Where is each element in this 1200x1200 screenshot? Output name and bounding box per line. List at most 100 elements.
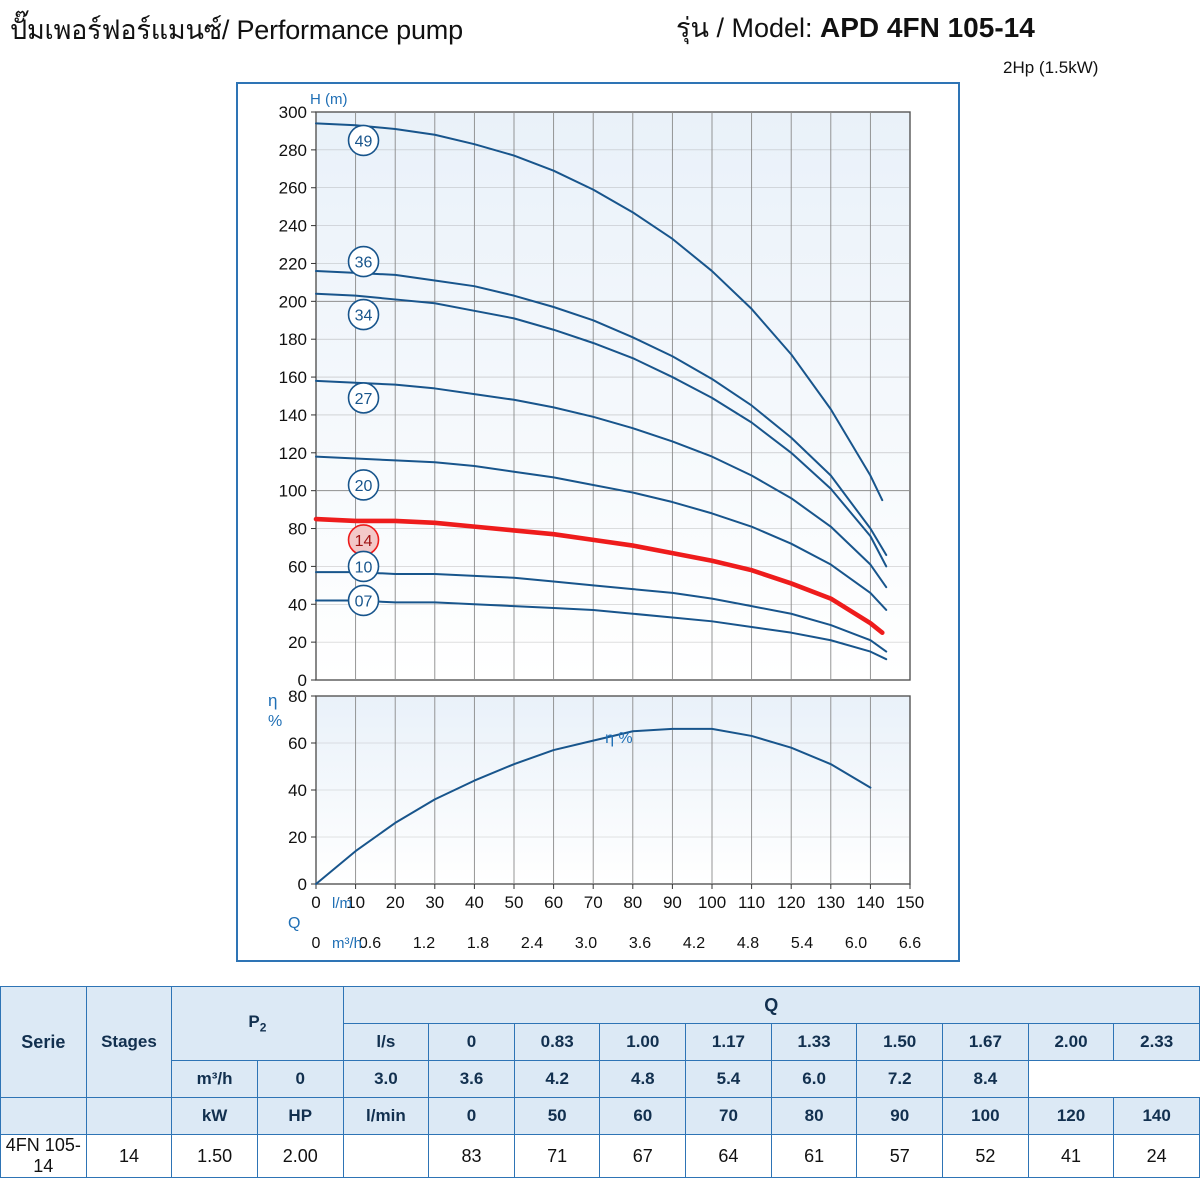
cell-serie: 4FN 105-14 [0, 1134, 87, 1178]
cell-m3h-1: 3.0 [342, 1060, 430, 1098]
x-tick-lm: 0 [311, 893, 320, 912]
curve-label-bubble-20 [347, 469, 380, 501]
x-tick-m3h: 1.2 [413, 935, 435, 952]
y-tick-head: 220 [279, 254, 307, 273]
cell-m3h-8: 8.4 [942, 1060, 1029, 1098]
chart-svg: 0204060801001201401601802002202402602803… [268, 91, 924, 952]
cell-ls-8: 2.33 [1113, 1023, 1200, 1061]
x-tick-lm: 60 [544, 893, 563, 912]
curve-14 [313, 516, 885, 635]
x-tick-m3h: 0 [312, 935, 321, 952]
cell-head-0: 83 [428, 1134, 515, 1178]
y-tick-head: 160 [279, 368, 307, 387]
cell-lmin-6: 100 [942, 1097, 1029, 1135]
y-tick-head: 180 [279, 330, 307, 349]
cell-ls-0: 0 [428, 1023, 515, 1061]
x-tick-lm: 50 [505, 893, 524, 912]
cell-lmin-5: 90 [856, 1097, 944, 1135]
curve-label-bubble-10 [347, 550, 380, 583]
curve-label-34: 34 [355, 308, 373, 325]
curve-27 [315, 379, 888, 589]
model-line: รุ่น / Model: APD 4FN 105-14 [676, 6, 1035, 49]
cell-ls-5: 1.50 [856, 1023, 944, 1061]
curve-label-14: 14 [355, 533, 373, 550]
cell-head-7: 41 [1027, 1134, 1115, 1178]
cell-m3h-3: 4.2 [513, 1060, 601, 1098]
y-tick-eff: 0 [298, 875, 307, 894]
th-p2-text: P2 [248, 1012, 267, 1035]
curve-efficiency [315, 727, 872, 885]
cell-lmin-8: 140 [1113, 1097, 1200, 1135]
curve-label-bubble-34 [347, 298, 380, 331]
cell-head-1: 71 [513, 1134, 601, 1178]
model-label: รุ่น / Model: [676, 13, 813, 43]
efficiency-plot-area [315, 695, 911, 885]
x-axis-label-q: Q [288, 915, 300, 932]
performance-chart-frame: 0 20 40 60 80 100 120 140 160 180 200 220 240 260 280 3… [236, 82, 960, 962]
cell-kw: 1.50 [171, 1134, 258, 1178]
unit-kw: kW [171, 1097, 258, 1135]
cell-m3h-6: 6.0 [770, 1060, 858, 1098]
table-row-units-m3h: m³/h 0 3.0 3.6 4.2 4.8 5.4 6.0 7.2 8.4 [1, 1060, 1200, 1098]
cell-head-4: 61 [770, 1134, 858, 1178]
spacer-serie [0, 1097, 87, 1135]
cell-head-5: 57 [856, 1134, 944, 1178]
cell-lmin-4: 80 [770, 1097, 858, 1135]
curve-label-49: 49 [355, 133, 373, 150]
x-tick-lm: 110 [738, 893, 765, 912]
y-tick-head: 300 [279, 103, 307, 122]
cell-ls-6: 1.67 [942, 1023, 1029, 1061]
y-tick-head: 40 [288, 595, 307, 614]
x-tick-lm: 90 [663, 893, 682, 912]
curve-label-bubble-27 [347, 382, 380, 414]
cell-ls-3: 1.17 [685, 1023, 772, 1061]
spacer-stages [85, 1097, 173, 1135]
cell-ls-1: 0.83 [513, 1023, 601, 1061]
curve-20 [315, 455, 888, 611]
y-tick-head: 120 [279, 444, 307, 463]
y-axis-label-eff: η [268, 691, 277, 710]
y-tick-eff: 20 [288, 828, 307, 847]
curve-label-20: 20 [355, 478, 373, 495]
x-tick-m3h: 6.0 [845, 935, 867, 952]
x-tick-lm: 20 [386, 893, 405, 912]
y-tick-head: 200 [279, 292, 307, 311]
x-tick-lm: 140 [856, 893, 884, 912]
curve-label-07: 07 [355, 593, 373, 610]
y-tick-head: 20 [288, 633, 307, 652]
cell-head-6: 52 [942, 1134, 1029, 1178]
curve-49 [315, 122, 884, 502]
x-tick-lm: 10 [346, 893, 365, 912]
x-tick-lm: 70 [584, 893, 603, 912]
table-row-header-1: Serie Stages P2 Q [0, 986, 1200, 1098]
cell-ls-4: 1.33 [770, 1023, 858, 1061]
x-tick-lm: 100 [698, 893, 726, 912]
x-tick-m3h: 4.8 [737, 935, 759, 952]
curve-10 [315, 571, 888, 653]
cell-lmin-7: 120 [1027, 1097, 1115, 1135]
curve-label-27: 27 [355, 391, 373, 408]
y-tick-eff: 60 [288, 734, 307, 753]
x-tick-lm: 40 [465, 893, 484, 912]
y-tick-eff: 80 [288, 687, 307, 706]
x-tick-m3h: 3.6 [629, 935, 651, 952]
x-tick-lm: 150 [896, 893, 924, 912]
y-tick-head: 240 [279, 217, 307, 236]
x-tick-lm: 80 [623, 893, 642, 912]
curve-label-bubble-49 [347, 124, 380, 157]
x-tick-lm: 130 [817, 893, 845, 912]
cell-lmin-1: 50 [513, 1097, 601, 1135]
x-tick-m3h: 0.6 [359, 935, 381, 952]
model-value: APD 4FN 105-14 [820, 12, 1035, 43]
power-rating: 2Hp (1.5kW) [1003, 58, 1099, 77]
y-tick-head: 260 [279, 179, 307, 198]
cell-head-2: 67 [599, 1134, 687, 1178]
performance-chart: 0 20 40 60 80 100 120 140 160 180 200 220 240 260 280 3… [238, 84, 958, 960]
x-tick-m3h: 3.0 [575, 935, 597, 952]
y-tick-head: 0 [298, 671, 307, 690]
curve-label-bubble-36 [347, 245, 380, 278]
unit-ls: l/s [342, 1023, 430, 1061]
curve-34 [315, 292, 888, 568]
cell-stages: 14 [85, 1134, 173, 1178]
unit-hp: HP [256, 1097, 344, 1135]
